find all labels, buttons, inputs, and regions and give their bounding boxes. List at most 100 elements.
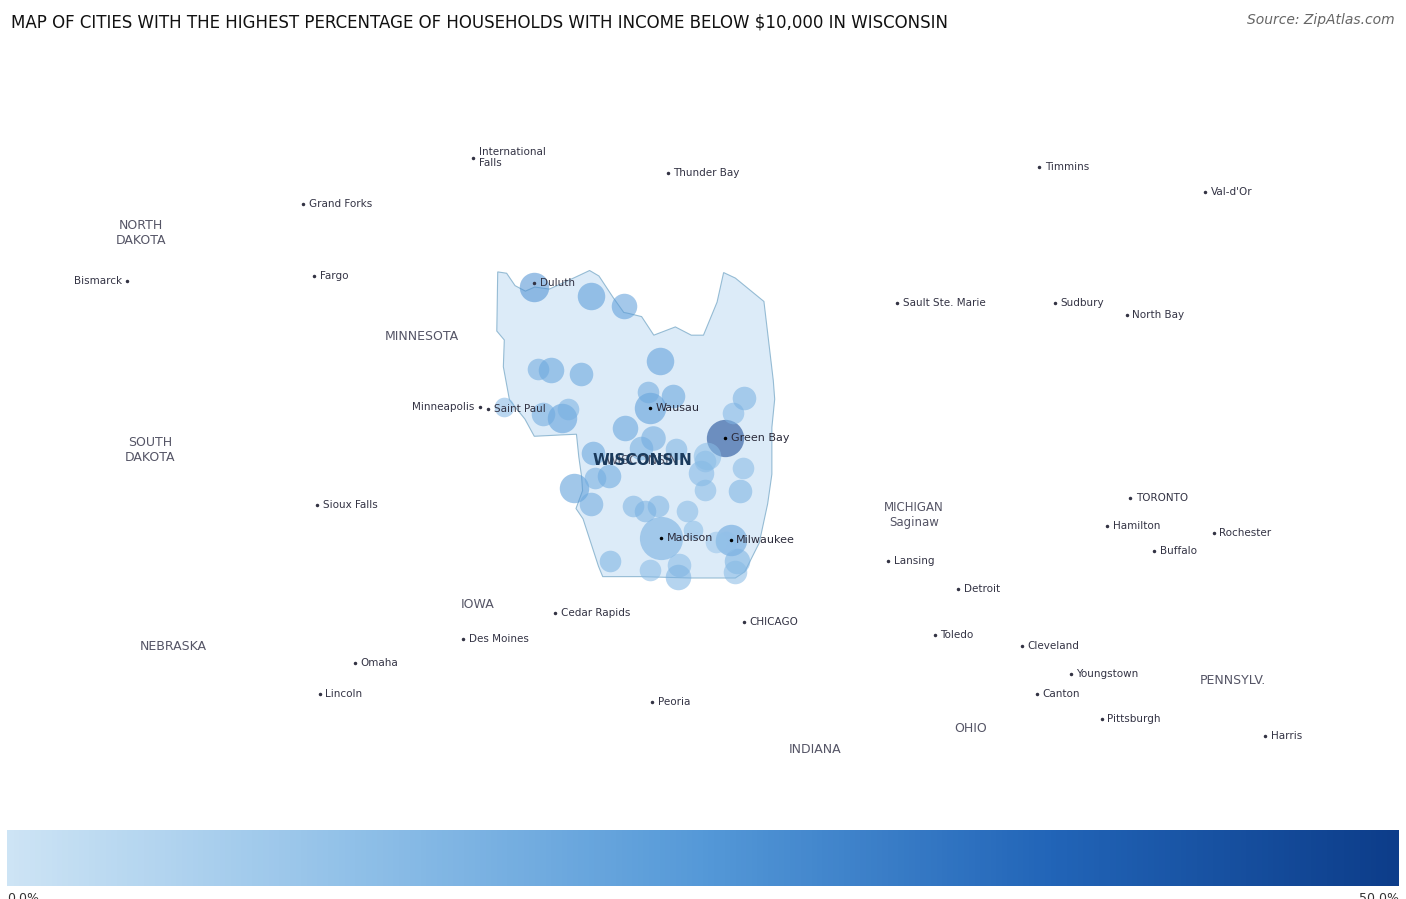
Point (665, 442, 688, 457)
Point (720, 533, 742, 547)
Point (704, 535, 727, 549)
Point (634, 503, 657, 518)
Point (682, 522, 704, 537)
Text: Cedar Rapids: Cedar Rapids (561, 608, 630, 619)
Point (650, 354, 672, 369)
Text: Toledo: Toledo (941, 630, 973, 640)
Text: Duluth: Duluth (540, 278, 575, 288)
Point (613, 421, 636, 435)
Point (599, 555, 621, 569)
Text: International
Falls: International Falls (479, 147, 546, 168)
Point (562, 481, 585, 495)
Polygon shape (496, 271, 775, 578)
Point (579, 497, 602, 512)
Point (569, 367, 592, 381)
Text: Detroit: Detroit (965, 584, 1000, 594)
Text: Grand Forks: Grand Forks (309, 200, 373, 209)
Point (583, 471, 606, 485)
Point (613, 299, 636, 314)
Point (721, 405, 744, 420)
Point (492, 400, 515, 414)
Text: 50.0%: 50.0% (1360, 892, 1399, 899)
Text: Cleveland: Cleveland (1028, 641, 1080, 651)
Text: Buffalo: Buffalo (1160, 547, 1197, 556)
Point (725, 555, 748, 569)
Point (690, 466, 713, 480)
Text: MINNESOTA: MINNESOTA (385, 330, 458, 343)
Text: Des Moines: Des Moines (468, 634, 529, 645)
Text: North Bay: North Bay (1132, 310, 1184, 320)
Point (724, 565, 747, 579)
Text: Canton: Canton (1042, 690, 1080, 699)
Point (668, 557, 690, 572)
Text: Wausau: Wausau (655, 403, 700, 413)
Text: 0.0%: 0.0% (7, 892, 39, 899)
Point (696, 449, 718, 463)
Point (731, 461, 754, 476)
Point (527, 361, 550, 376)
Text: INDIANA: INDIANA (789, 743, 842, 756)
Text: PENNSYLV.: PENNSYLV. (1199, 674, 1265, 687)
Polygon shape (496, 271, 775, 578)
Text: SOUTH
DAKOTA: SOUTH DAKOTA (125, 436, 176, 464)
Text: Minneapolis: Minneapolis (412, 402, 474, 412)
Text: WISCONSIN: WISCONSIN (592, 453, 692, 467)
Text: WISCONSIN: WISCONSIN (606, 454, 679, 467)
Text: Source: ZipAtlas.com: Source: ZipAtlas.com (1247, 13, 1395, 28)
Point (714, 432, 737, 446)
Point (579, 289, 602, 303)
Text: Sioux Falls: Sioux Falls (323, 500, 378, 510)
Text: Thunder Bay: Thunder Bay (673, 168, 740, 178)
Point (551, 411, 574, 425)
Text: Omaha: Omaha (360, 657, 398, 668)
Point (637, 385, 659, 399)
Point (582, 446, 605, 460)
Text: NORTH
DAKOTA: NORTH DAKOTA (115, 219, 166, 247)
Text: MICHIGAN
Saginaw: MICHIGAN Saginaw (884, 502, 943, 530)
Point (728, 485, 751, 499)
Text: Sault Ste. Marie: Sault Ste. Marie (903, 298, 986, 307)
Point (693, 454, 716, 468)
Text: Youngstown: Youngstown (1077, 669, 1139, 679)
Text: IOWA: IOWA (461, 599, 495, 611)
Text: TORONTO: TORONTO (1136, 494, 1188, 503)
Text: Bismarck: Bismarck (73, 276, 122, 286)
Text: Harris: Harris (1271, 731, 1302, 741)
Text: Green Bay: Green Bay (731, 433, 790, 443)
Point (695, 483, 717, 497)
Text: Val-d'Or: Val-d'Or (1211, 187, 1253, 197)
Text: Hamilton: Hamilton (1114, 521, 1160, 530)
Point (676, 504, 699, 519)
Point (733, 391, 755, 405)
Text: CHICAGO: CHICAGO (749, 617, 799, 627)
Point (641, 432, 664, 446)
Text: Rochester: Rochester (1219, 528, 1271, 538)
Point (661, 388, 683, 403)
Text: Madison: Madison (666, 533, 713, 543)
Text: Milwaukee: Milwaukee (737, 535, 796, 545)
Text: Lansing: Lansing (894, 556, 934, 566)
Point (523, 280, 546, 294)
Text: MAP OF CITIES WITH THE HIGHEST PERCENTAGE OF HOUSEHOLDS WITH INCOME BELOW $10,00: MAP OF CITIES WITH THE HIGHEST PERCENTAG… (11, 13, 948, 31)
Point (647, 499, 669, 513)
Point (650, 531, 672, 546)
Text: Peoria: Peoria (658, 697, 690, 707)
Text: Saint Paul: Saint Paul (494, 405, 546, 414)
Point (598, 469, 620, 484)
Point (638, 401, 661, 415)
Text: Fargo: Fargo (321, 271, 349, 281)
Text: Pittsburgh: Pittsburgh (1108, 714, 1161, 724)
Text: OHIO: OHIO (953, 722, 987, 735)
Point (638, 564, 661, 578)
Point (540, 363, 562, 378)
Point (621, 499, 644, 513)
Text: Timmins: Timmins (1045, 162, 1088, 172)
Text: Sudbury: Sudbury (1060, 298, 1104, 307)
Text: Lincoln: Lincoln (325, 689, 363, 699)
Point (557, 402, 579, 416)
Text: NEBRASKA: NEBRASKA (141, 639, 207, 653)
Point (714, 534, 737, 548)
Point (531, 406, 554, 421)
Point (630, 441, 652, 455)
Point (666, 569, 689, 583)
